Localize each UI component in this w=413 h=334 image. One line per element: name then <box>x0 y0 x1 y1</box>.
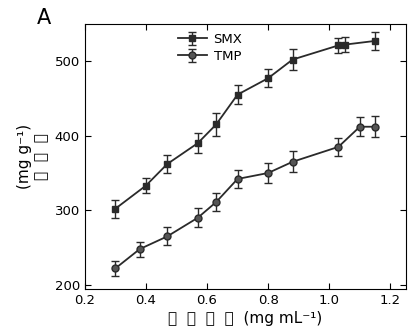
X-axis label: 平  衡  浓  度  (mg mL⁻¹): 平 衡 浓 度 (mg mL⁻¹) <box>168 311 321 326</box>
Legend: SMX, TMP: SMX, TMP <box>178 33 242 63</box>
Text: A: A <box>36 8 51 28</box>
Y-axis label: (mg g⁻¹)
吸  附  量: (mg g⁻¹) 吸 附 量 <box>17 124 49 189</box>
